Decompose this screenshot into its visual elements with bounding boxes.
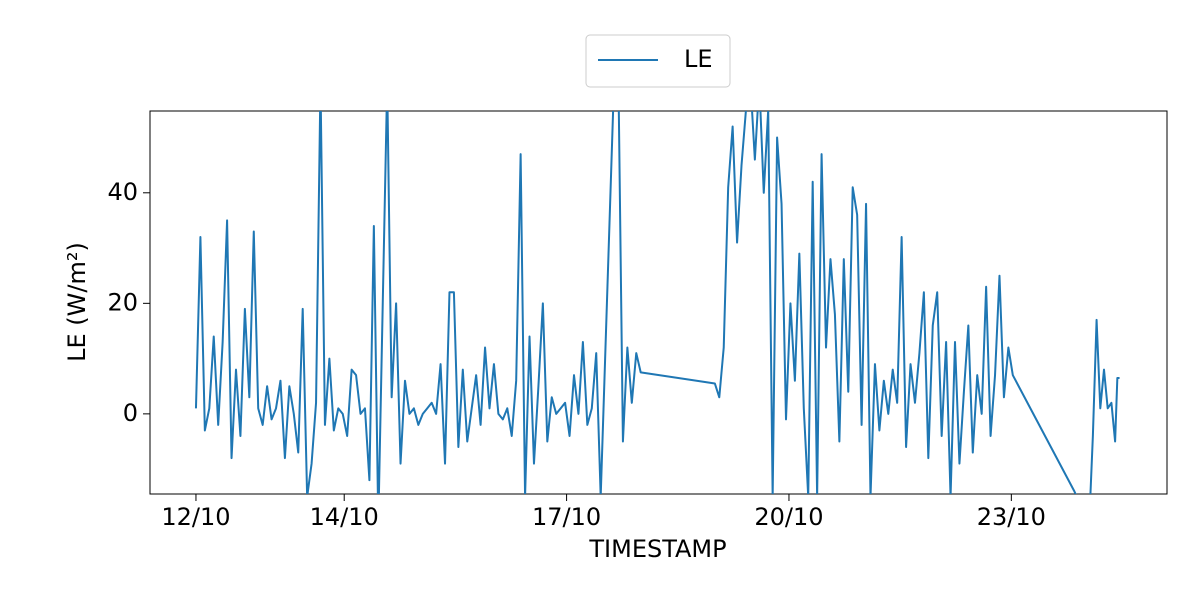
y-tick-label: 0 <box>123 399 138 427</box>
y-axis-label: LE (W/m²) <box>63 242 91 362</box>
x-tick-label: 20/10 <box>754 503 823 531</box>
y-tick-label: 20 <box>107 288 138 316</box>
legend-label: LE <box>684 45 713 73</box>
plot-area <box>194 111 1120 494</box>
data-line <box>194 111 1120 494</box>
plot-frame <box>149 110 1168 495</box>
y-tick-label: 40 <box>107 178 138 206</box>
x-axis-label: TIMESTAMP <box>588 535 726 563</box>
x-tick-label: 23/10 <box>977 503 1046 531</box>
legend: LE <box>585 34 731 88</box>
x-tick-label: 17/10 <box>532 503 601 531</box>
x-tick-label: 14/10 <box>310 503 379 531</box>
x-tick-label: 12/10 <box>161 503 230 531</box>
